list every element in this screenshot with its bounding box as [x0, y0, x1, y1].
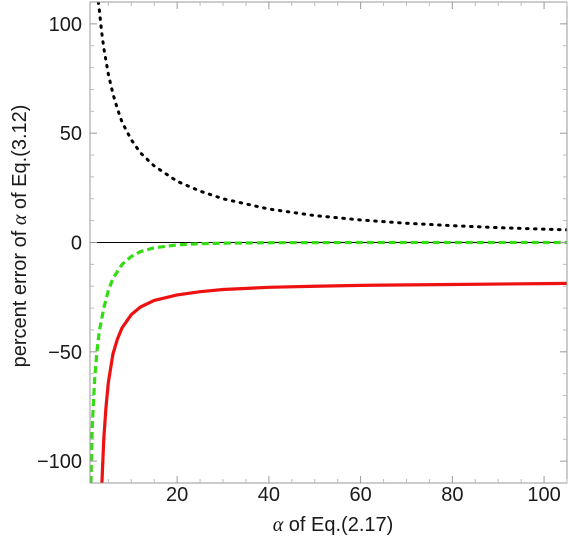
x-axis-label: α of Eq.(2.17) [273, 514, 394, 536]
x-axis-label-symbol: α [273, 514, 284, 536]
y-axis-label: percent error of α of Eq.(3.12) [9, 105, 31, 368]
y-tick-label: 50 [60, 123, 82, 145]
x-axis-label-text: of Eq.(2.17) [283, 514, 393, 536]
plot-area [90, 2, 567, 483]
axes: 20 40 60 80 100 −100 −50 0 50 100 [37, 1, 568, 506]
series-dashed-line [90, 240, 567, 483]
y-tick-label: 0 [71, 233, 82, 255]
y-tick-label: −100 [37, 451, 82, 473]
y-tick-label: 100 [49, 14, 82, 36]
x-tick-label: 40 [258, 484, 280, 506]
y-axis-label-suffix: of Eq.(3.12) [9, 105, 31, 215]
x-tick-label: 20 [166, 484, 188, 506]
x-tick-label: 60 [349, 484, 371, 506]
x-tick-label: 100 [527, 484, 560, 506]
y-axis-label-text: percent error of [9, 225, 31, 367]
x-tick-label: 80 [441, 484, 463, 506]
y-axis-label-symbol: α [9, 214, 31, 225]
series-solid-line [100, 281, 567, 483]
series-dotted-line [96, 2, 567, 232]
y-tick-label: −50 [48, 342, 82, 364]
